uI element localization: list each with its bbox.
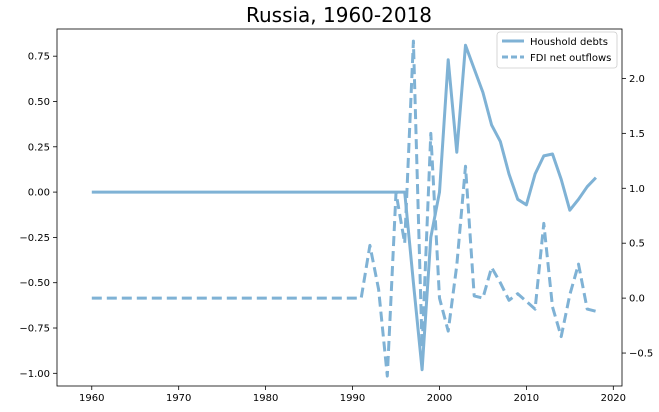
plot-frame xyxy=(56,28,623,387)
y-right-tick-label: 0.5 xyxy=(629,239,645,250)
series-line-fdi-net-outflows xyxy=(91,39,597,378)
y-right-tick-label: 0.0 xyxy=(629,294,645,305)
x-tick-label: 1980 xyxy=(253,393,278,404)
x-tick-label: 2000 xyxy=(427,393,452,404)
series-line-houshold-debts xyxy=(91,43,597,372)
y-left-tick-label: −0.25 xyxy=(19,233,50,244)
legend: Houshold debts FDI net outflows xyxy=(496,31,618,69)
x-tick-label: 1990 xyxy=(340,393,365,404)
legend-label-houshold-debts: Houshold debts xyxy=(530,37,608,48)
y-left-tick-label: 0.75 xyxy=(28,52,50,63)
y-right-tick-label: 2.0 xyxy=(629,74,645,85)
x-tick-label: 2020 xyxy=(601,393,626,404)
chart-title: Russia, 1960-2018 xyxy=(246,3,432,27)
legend-box xyxy=(496,31,618,69)
y-left-tick-label: 0.25 xyxy=(28,142,50,153)
y-left-tick-label: −0.50 xyxy=(19,278,50,289)
y-left-tick-label: −1.00 xyxy=(19,369,50,380)
y-right-tick-label: −0.5 xyxy=(629,349,653,360)
legend-label-fdi-net-outflows: FDI net outflows xyxy=(530,53,611,64)
x-tick-label: 2010 xyxy=(514,393,539,404)
x-tick-label: 1970 xyxy=(166,393,191,404)
y-right-tick-label: 1.0 xyxy=(629,184,645,195)
plot-area: 1960 1970 1980 1990 2000 2010 2020 −1.00 −0.75 −0… xyxy=(19,28,653,404)
y-left-tick-label: 0.00 xyxy=(28,188,50,199)
y-left-tick-label: −0.75 xyxy=(19,324,50,335)
y-right-tick-label: 1.5 xyxy=(629,129,645,140)
x-tick-label: 1960 xyxy=(79,393,104,404)
y-left-tick-label: 0.50 xyxy=(28,97,50,108)
